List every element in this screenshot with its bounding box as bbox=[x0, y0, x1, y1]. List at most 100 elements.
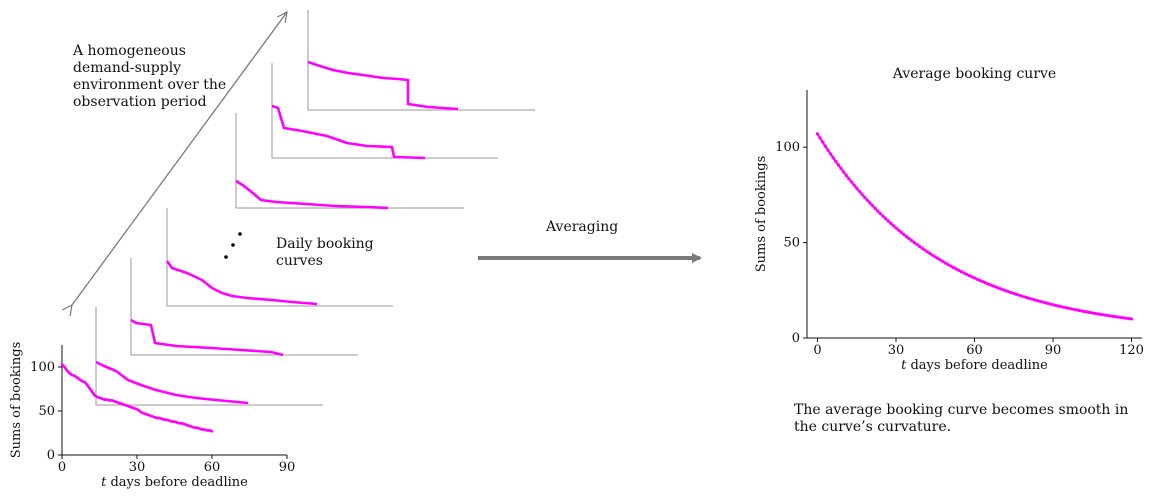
data-point bbox=[1025, 296, 1029, 300]
data-point bbox=[972, 276, 977, 280]
data-point bbox=[210, 429, 214, 433]
data-point bbox=[158, 416, 161, 420]
data-point bbox=[993, 285, 998, 289]
data-point bbox=[1040, 300, 1045, 304]
data-point bbox=[1030, 297, 1034, 301]
data-point bbox=[933, 255, 937, 259]
data-point bbox=[180, 422, 184, 425]
data-point bbox=[855, 186, 859, 190]
data-point bbox=[1012, 291, 1016, 296]
data-point bbox=[936, 256, 940, 261]
data-point bbox=[996, 286, 1000, 290]
data-point bbox=[883, 216, 888, 221]
data-point bbox=[68, 371, 71, 375]
y-axis-label: Sums of bookings bbox=[754, 156, 769, 273]
data-point bbox=[78, 378, 81, 381]
data-point bbox=[1001, 288, 1005, 292]
data-point bbox=[925, 250, 929, 254]
data-point bbox=[954, 267, 958, 271]
data-point bbox=[1080, 309, 1084, 313]
data-point bbox=[873, 206, 877, 210]
data-point bbox=[876, 209, 880, 213]
data-point bbox=[1017, 293, 1021, 297]
data-point bbox=[1059, 304, 1063, 309]
daily-booking-curve bbox=[235, 179, 389, 210]
data-point bbox=[130, 406, 134, 409]
data-point bbox=[103, 398, 106, 401]
data-point bbox=[834, 159, 838, 163]
data-point bbox=[881, 214, 885, 218]
data-point bbox=[1090, 311, 1094, 315]
ellipsis-dot bbox=[231, 243, 235, 247]
data-point bbox=[93, 393, 96, 397]
data-point bbox=[1127, 316, 1131, 321]
y-tick-label: 100 bbox=[775, 140, 800, 155]
average-booking-curve bbox=[816, 133, 1132, 320]
data-point bbox=[886, 219, 890, 223]
data-point bbox=[1085, 310, 1089, 314]
data-point bbox=[185, 423, 189, 427]
panel-axes bbox=[166, 208, 393, 307]
average-booking-chart: 0 30 60 90 120 0 50 100 t days before deadline Su… bbox=[754, 66, 1144, 373]
data-point bbox=[75, 376, 79, 379]
data-point bbox=[904, 234, 909, 239]
data-point bbox=[917, 244, 922, 248]
data-point bbox=[173, 420, 176, 423]
data-point bbox=[208, 429, 211, 432]
data-point bbox=[902, 232, 906, 237]
data-point bbox=[849, 180, 854, 184]
data-point bbox=[115, 400, 119, 404]
data-point bbox=[870, 204, 875, 208]
data-point bbox=[912, 240, 916, 245]
data-point bbox=[1046, 301, 1050, 306]
data-point bbox=[188, 424, 191, 428]
data-point bbox=[1033, 298, 1037, 302]
data-point bbox=[1093, 311, 1097, 315]
data-point bbox=[831, 156, 835, 160]
data-point bbox=[100, 397, 104, 400]
data-point bbox=[957, 268, 961, 272]
data-point bbox=[1038, 299, 1042, 303]
data-point bbox=[1082, 309, 1087, 314]
daily-curve-panel bbox=[95, 307, 323, 406]
data-point bbox=[891, 224, 895, 228]
data-point bbox=[175, 421, 179, 424]
data-point bbox=[962, 271, 966, 275]
data-point bbox=[1006, 290, 1011, 294]
data-point bbox=[1119, 315, 1123, 320]
data-point bbox=[113, 400, 116, 403]
daily-booking-curve bbox=[130, 318, 284, 357]
data-point bbox=[889, 221, 893, 225]
daily-curve-panel bbox=[130, 258, 358, 357]
data-point bbox=[168, 419, 171, 422]
panel-axes bbox=[307, 10, 535, 111]
average-curve-caption: The average booking curve becomes smooth… bbox=[794, 402, 1129, 435]
y-tick-label: 0 bbox=[47, 448, 55, 463]
data-point bbox=[988, 283, 992, 287]
data-point bbox=[140, 411, 144, 415]
data-point bbox=[1009, 290, 1013, 295]
data-point bbox=[160, 417, 164, 421]
data-point bbox=[135, 407, 139, 411]
daily-booking-curve bbox=[95, 360, 249, 405]
daily-curve-panel bbox=[271, 63, 498, 160]
data-point bbox=[120, 402, 124, 406]
data-point bbox=[818, 136, 822, 140]
panel-axes bbox=[235, 113, 464, 209]
data-point bbox=[1054, 303, 1058, 307]
data-point bbox=[1004, 289, 1008, 293]
data-point bbox=[1056, 304, 1060, 308]
data-point bbox=[965, 272, 969, 276]
x-tick-label: 0 bbox=[813, 343, 821, 358]
data-point bbox=[910, 239, 914, 243]
y-tick-label: 100 bbox=[30, 360, 55, 375]
chart-title: Average booking curve bbox=[892, 66, 1056, 82]
data-point bbox=[73, 374, 76, 378]
data-point bbox=[970, 275, 974, 279]
x-tick-label: 30 bbox=[888, 343, 905, 358]
data-point bbox=[190, 425, 194, 429]
data-point bbox=[938, 258, 943, 262]
x-axis-label: t days before deadline bbox=[901, 358, 1048, 373]
data-point bbox=[836, 163, 841, 167]
x-tick-label: 30 bbox=[129, 460, 146, 475]
